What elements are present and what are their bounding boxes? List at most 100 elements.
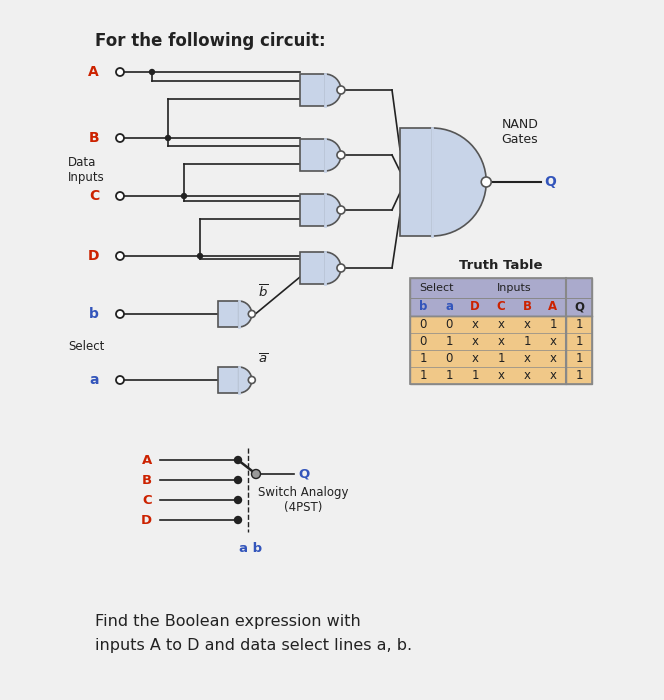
Text: Q: Q (544, 175, 556, 189)
Text: 1: 1 (419, 369, 427, 382)
Circle shape (234, 456, 242, 463)
Wedge shape (325, 74, 341, 106)
Text: 0: 0 (446, 352, 453, 365)
Text: x: x (550, 369, 556, 382)
Text: D: D (470, 300, 480, 314)
Text: x: x (497, 318, 505, 331)
Text: x: x (471, 335, 479, 348)
Text: a b: a b (240, 542, 262, 555)
Circle shape (116, 252, 124, 260)
Bar (300, 74, 325, 106)
Text: $\overline{b}$: $\overline{b}$ (258, 284, 269, 300)
Wedge shape (239, 367, 252, 393)
Text: x: x (523, 318, 531, 331)
Circle shape (116, 134, 124, 142)
Text: 0: 0 (419, 318, 427, 331)
Circle shape (337, 86, 345, 94)
Circle shape (234, 477, 242, 484)
Circle shape (337, 151, 345, 159)
Circle shape (234, 517, 242, 524)
Text: Select: Select (68, 340, 104, 354)
Text: x: x (497, 369, 505, 382)
Text: x: x (523, 369, 531, 382)
Text: x: x (523, 352, 531, 365)
Bar (410, 278, 592, 384)
Text: $\overline{a}$: $\overline{a}$ (258, 353, 268, 366)
Text: 1: 1 (575, 335, 583, 348)
Text: a: a (445, 300, 453, 314)
Text: Switch Analogy
(4PST): Switch Analogy (4PST) (258, 486, 348, 514)
Circle shape (149, 69, 155, 75)
Circle shape (165, 135, 171, 141)
Circle shape (116, 310, 124, 318)
Circle shape (197, 253, 203, 259)
Text: 1: 1 (471, 369, 479, 382)
Text: inputs A to D and data select lines a, b.: inputs A to D and data select lines a, b… (95, 638, 412, 653)
Text: Select: Select (419, 283, 454, 293)
Wedge shape (325, 139, 341, 171)
Text: Data
Inputs: Data Inputs (68, 156, 105, 184)
Text: C: C (89, 189, 99, 203)
Text: C: C (142, 494, 152, 507)
Text: x: x (550, 335, 556, 348)
Bar (218, 301, 239, 327)
Text: A: A (548, 300, 558, 314)
Text: a: a (90, 373, 99, 387)
Text: 1: 1 (575, 352, 583, 365)
Text: B: B (88, 131, 99, 145)
Text: 0: 0 (419, 335, 427, 348)
Circle shape (234, 496, 242, 503)
Text: D: D (88, 249, 99, 263)
Wedge shape (432, 128, 486, 236)
Text: B: B (523, 300, 531, 314)
Wedge shape (325, 194, 341, 226)
Text: 1: 1 (549, 318, 556, 331)
Text: 1: 1 (419, 352, 427, 365)
Bar (410, 316, 566, 384)
Text: C: C (497, 300, 505, 314)
Text: NAND
Gates: NAND Gates (501, 118, 539, 146)
Circle shape (248, 377, 255, 384)
Text: 0: 0 (446, 318, 453, 331)
Circle shape (181, 193, 187, 200)
Text: 1: 1 (446, 335, 453, 348)
Text: For the following circuit:: For the following circuit: (95, 32, 325, 50)
Bar (300, 252, 325, 284)
Text: 1: 1 (575, 369, 583, 382)
Circle shape (481, 177, 491, 187)
Text: x: x (497, 335, 505, 348)
Text: 1: 1 (523, 335, 531, 348)
Text: Find the Boolean expression with: Find the Boolean expression with (95, 614, 361, 629)
Bar (218, 367, 239, 393)
Text: b: b (89, 307, 99, 321)
Text: b: b (419, 300, 427, 314)
Text: x: x (550, 352, 556, 365)
Circle shape (248, 311, 255, 318)
Bar (566, 316, 592, 384)
Bar (300, 194, 325, 226)
Text: Inputs: Inputs (497, 283, 531, 293)
Circle shape (337, 264, 345, 272)
Text: 1: 1 (497, 352, 505, 365)
Text: x: x (471, 318, 479, 331)
Text: Q: Q (574, 300, 584, 314)
Bar (410, 278, 592, 316)
Bar (400, 128, 432, 236)
Text: 1: 1 (446, 369, 453, 382)
Circle shape (116, 192, 124, 200)
Circle shape (116, 376, 124, 384)
Text: Truth Table: Truth Table (459, 259, 542, 272)
Text: x: x (471, 352, 479, 365)
Circle shape (116, 68, 124, 76)
Text: Q: Q (298, 468, 309, 480)
Bar (300, 139, 325, 171)
Circle shape (337, 206, 345, 214)
Text: 1: 1 (575, 318, 583, 331)
Wedge shape (325, 252, 341, 284)
Text: D: D (141, 514, 152, 526)
Text: B: B (142, 473, 152, 486)
Text: A: A (88, 65, 99, 79)
Circle shape (252, 470, 260, 479)
Text: A: A (141, 454, 152, 466)
Wedge shape (239, 301, 252, 327)
